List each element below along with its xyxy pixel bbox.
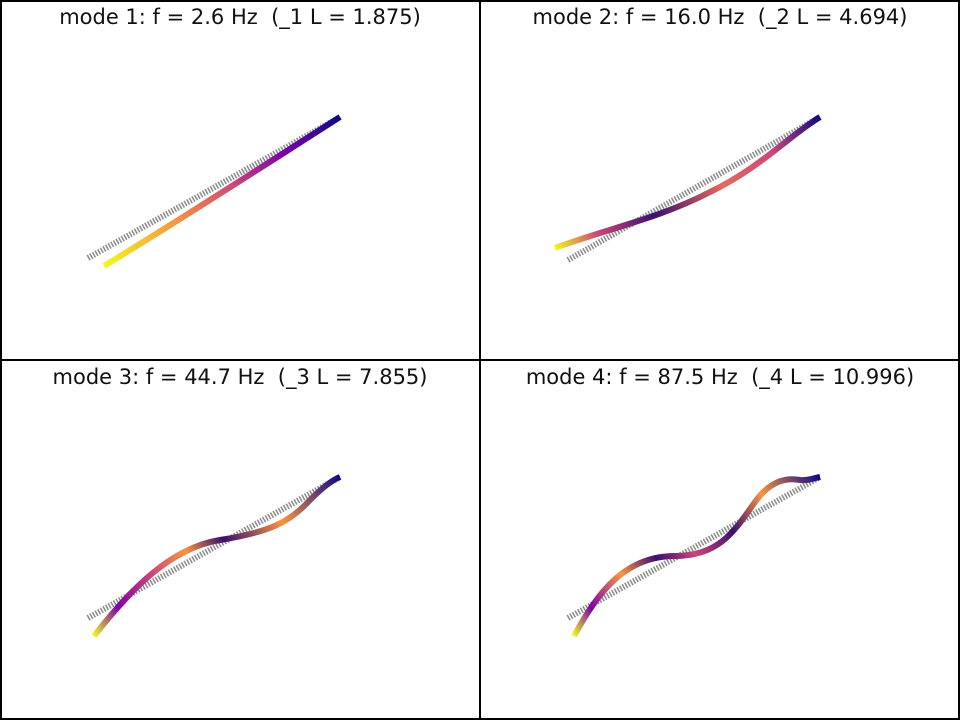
panel-title: mode 1: f = 2.6 Hz (_1 L = 1.875) [59, 5, 421, 30]
panel: mode 1: f = 2.6 Hz (_1 L = 1.875) [0, 0, 481, 361]
panel-title: mode 2: f = 16.0 Hz (_2 L = 4.694) [533, 5, 908, 30]
panel-frame [479, 359, 960, 720]
mode-shape [553, 114, 822, 251]
mode-shape [102, 114, 342, 269]
panel: mode 2: f = 16.0 Hz (_2 L = 4.694) [479, 0, 960, 361]
mode-shape [571, 474, 821, 638]
panel-title: mode 4: f = 87.5 Hz (_4 L = 10.996) [526, 365, 914, 390]
panel: mode 3: f = 44.7 Hz (_3 L = 7.855) [0, 359, 481, 720]
undeformed-beam [566, 474, 822, 621]
panel-title: mode 3: f = 44.7 Hz (_3 L = 7.855) [53, 365, 428, 390]
panel: mode 4: f = 87.5 Hz (_4 L = 10.996) [479, 359, 960, 720]
undeformed-beam [566, 114, 822, 263]
mode-shape [91, 474, 342, 638]
